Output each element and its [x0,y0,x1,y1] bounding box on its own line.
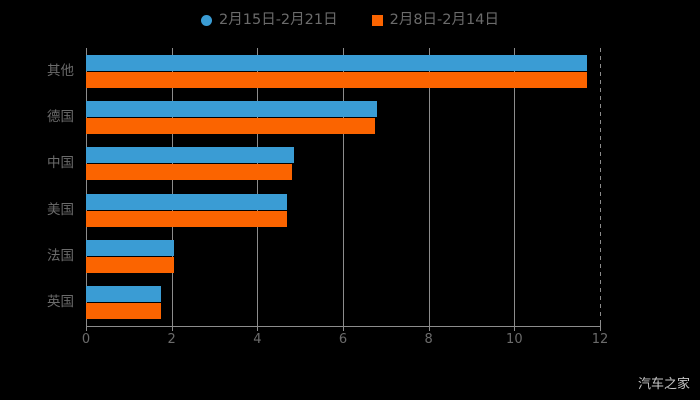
bar[interactable] [86,303,161,320]
bar-group: 其他 [47,54,600,88]
legend-label-series-a: 2月15日-2月21日 [219,11,338,28]
category-label: 美国 [47,201,74,218]
legend-item-series-a[interactable]: 2月15日-2月21日 [201,13,338,28]
bar[interactable] [86,101,378,117]
gridline [257,48,259,326]
bar[interactable] [86,71,588,88]
category-label: 英国 [47,294,74,311]
x-tick-label: 8 [424,332,433,347]
chart-legend: 2月15日-2月21日 2月8日-2月14日 [0,8,700,32]
circle-marker-icon [201,14,213,26]
bar-group: 英国 [47,286,600,320]
bar-group: 美国 [47,193,600,227]
gridline [428,48,430,326]
x-tick-mark [171,324,173,331]
category-label: 法国 [47,248,74,264]
bar-group: 中国 [47,147,600,181]
bar[interactable] [86,118,376,134]
category-label: 中国 [47,155,74,172]
bar[interactable] [86,210,288,227]
x-tick-label: 12 [591,332,609,347]
bar[interactable] [86,147,294,164]
legend-item-series-b[interactable]: 2月8日-2月14日 [371,11,499,28]
x-tick-mark [343,324,344,331]
category-label: 德国 [47,109,74,125]
plot-area: 其他德国中国美国法国英国 [47,48,601,326]
x-axis-ticks: 0 2 4 6 8 10 12 [82,324,608,352]
bar[interactable] [86,240,174,256]
gridline [86,48,87,326]
legend-label-series-b: 2月8日-2月14日 [389,11,499,28]
category-label: 其他 [47,62,74,79]
x-tick-mark [428,324,430,331]
watermark: 汽车之家 [637,377,690,392]
x-tick-mark [514,324,516,331]
x-tick-label: 0 [81,332,91,347]
x-tick-label: 2 [167,332,176,347]
gridline [343,48,344,326]
x-tick-label: 4 [253,332,262,347]
bar-group: 德国 [47,101,600,134]
x-tick-mark [86,324,87,331]
x-tick-label: 10 [506,332,523,347]
bar[interactable] [86,193,288,210]
gridline [514,48,516,326]
bar[interactable] [86,164,292,181]
bar[interactable] [86,54,588,71]
x-tick-label: 6 [338,332,348,347]
gridline [171,48,173,326]
bar[interactable] [86,286,161,303]
bar[interactable] [86,257,174,273]
bar-group: 法国 [47,240,600,273]
x-tick-mark [257,324,259,331]
gridline [600,48,601,326]
square-marker-icon [371,14,383,26]
x-tick-mark [600,324,601,331]
